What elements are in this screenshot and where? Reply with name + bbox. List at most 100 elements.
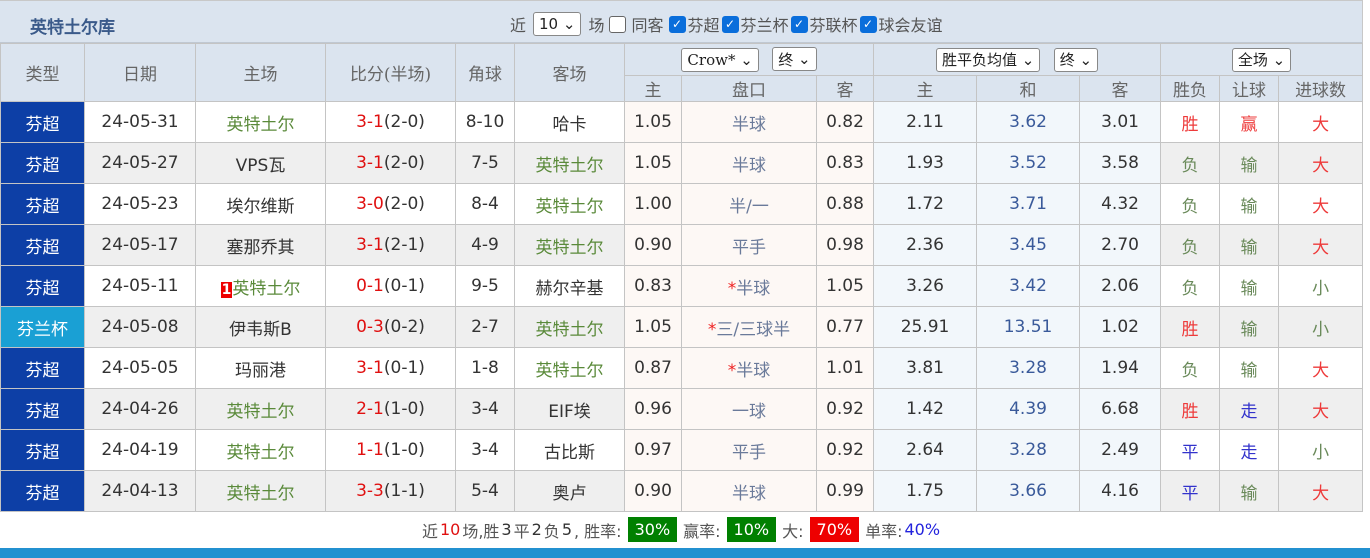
match-result: 负 xyxy=(1160,224,1221,266)
subheader-0: 主 xyxy=(624,75,682,102)
home-team-name: 伊韦斯B xyxy=(229,319,292,340)
home-team[interactable]: 英特土尔 xyxy=(195,470,326,512)
scope-select[interactable]: 全场 ⌄ xyxy=(1231,47,1292,72)
home-team[interactable]: 英特土尔 xyxy=(195,429,326,471)
summary-wins: 3 xyxy=(501,520,512,539)
handicap-result: 输 xyxy=(1219,142,1280,184)
match-type[interactable]: 芬超 xyxy=(0,265,85,307)
handicap-line: 半球 xyxy=(681,101,817,143)
away-team[interactable]: 英特土尔 xyxy=(514,306,625,348)
away-team[interactable]: 英特土尔 xyxy=(514,183,625,225)
same-away-checkbox[interactable] xyxy=(609,15,627,33)
away-team[interactable]: 哈卡 xyxy=(514,101,625,143)
score[interactable]: 3-0(2-0) xyxy=(325,183,456,225)
handicap-away-odds: 1.05 xyxy=(815,265,875,307)
full-time-score: 1-1 xyxy=(356,440,384,460)
handicap-result: 走 xyxy=(1219,429,1280,471)
match-type[interactable]: 芬兰杯 xyxy=(0,306,85,348)
chevron-down-icon: ⌄ xyxy=(1079,50,1093,69)
away-team[interactable]: 奥卢 xyxy=(514,470,625,512)
recent-count-select[interactable]: 10 ⌄ xyxy=(533,12,582,36)
handicap-home-odds: 1.00 xyxy=(624,183,682,225)
recent-suffix: 场 xyxy=(588,16,605,35)
league-checkbox-1[interactable]: ✓ xyxy=(721,15,739,33)
half-time-score: (0-1) xyxy=(383,358,425,378)
home-team[interactable]: 英特土尔 xyxy=(195,101,326,143)
win-odds: 1.93 xyxy=(873,142,978,184)
odds-phase-select[interactable]: 终 ⌄ xyxy=(1053,47,1099,72)
away-team[interactable]: 英特土尔 xyxy=(514,224,625,266)
home-team-name: 英特土尔 xyxy=(226,442,295,463)
score[interactable]: 3-1(2-0) xyxy=(325,142,456,184)
handicap-result: 走 xyxy=(1219,388,1280,430)
draw-odds: 3.28 xyxy=(976,429,1081,471)
summary-count: 10 xyxy=(439,520,461,539)
score[interactable]: 3-1(2-1) xyxy=(325,224,456,266)
score[interactable]: 0-1(0-1) xyxy=(325,265,456,307)
match-type[interactable]: 芬超 xyxy=(0,347,85,389)
score[interactable]: 2-1(1-0) xyxy=(325,388,456,430)
loss-odds: 1.94 xyxy=(1079,347,1162,389)
league-checkbox-2[interactable]: ✓ xyxy=(790,15,808,33)
home-team[interactable]: 英特土尔 xyxy=(195,388,326,430)
league-label: 芬兰杯 xyxy=(740,16,789,35)
match-result: 平 xyxy=(1160,470,1221,512)
full-time-score: 3-1 xyxy=(356,235,384,255)
corners: 3-4 xyxy=(455,388,515,430)
win-odds: 1.72 xyxy=(873,183,978,225)
score[interactable]: 3-3(1-1) xyxy=(325,470,456,512)
handicap-away-odds: 0.92 xyxy=(815,429,875,471)
score[interactable]: 1-1(1-0) xyxy=(325,429,456,471)
summary-text: 场,胜 xyxy=(462,521,500,541)
match-result: 负 xyxy=(1160,142,1221,184)
match-date: 24-05-17 xyxy=(84,224,196,266)
score[interactable]: 3-1(2-0) xyxy=(325,101,456,143)
company-select[interactable]: Crow* ⌄ xyxy=(681,47,759,72)
score[interactable]: 3-1(0-1) xyxy=(325,347,456,389)
chevron-down-icon: ⌄ xyxy=(562,15,576,33)
summary-text: 平 xyxy=(513,521,530,541)
handicap-line: 一球 xyxy=(681,388,817,430)
handicap-line: *三/三球半 xyxy=(681,306,817,348)
chevron-down-icon: ⌄ xyxy=(1272,50,1286,69)
home-team[interactable]: 玛丽港 xyxy=(195,347,326,389)
home-team[interactable]: 塞那乔其 xyxy=(195,224,326,266)
league-label: 芬超 xyxy=(687,16,720,35)
handicap-result: 输 xyxy=(1219,306,1280,348)
match-result: 胜 xyxy=(1160,306,1221,348)
loss-odds: 3.01 xyxy=(1079,101,1162,143)
handicap-phase-select[interactable]: 终 ⌄ xyxy=(772,47,817,72)
match-type[interactable]: 芬超 xyxy=(0,224,85,266)
summary-text: 单率: xyxy=(865,521,903,541)
away-team[interactable]: 英特土尔 xyxy=(514,347,625,389)
subheader-6: 胜负 xyxy=(1160,75,1221,102)
phase-value: 终 xyxy=(778,50,794,69)
over-rate-badge: 70% xyxy=(809,517,860,542)
league-checkbox-0[interactable]: ✓ xyxy=(668,15,686,33)
col-type: 类型 xyxy=(0,43,85,102)
score[interactable]: 0-3(0-2) xyxy=(325,306,456,348)
match-type[interactable]: 芬超 xyxy=(0,429,85,471)
odds-type-select[interactable]: 胜平负均值 ⌄ xyxy=(935,47,1041,72)
handicap-win-rate-badge: 10% xyxy=(726,517,777,542)
subheader-7: 让球 xyxy=(1219,75,1280,102)
panel-header: 英特土尔库 近 10 ⌄ 场 同客 ✓ 芬超 ✓ 芬兰杯 ✓ 芬联杯 ✓ 球会友谊 xyxy=(0,1,1362,43)
home-team[interactable]: 伊韦斯B xyxy=(195,306,326,348)
away-team[interactable]: 古比斯 xyxy=(514,429,625,471)
league-checkbox-3[interactable]: ✓ xyxy=(859,15,877,33)
half-time-score: (1-1) xyxy=(383,481,425,501)
home-team[interactable]: VPS瓦 xyxy=(195,142,326,184)
match-type[interactable]: 芬超 xyxy=(0,142,85,184)
match-type[interactable]: 芬超 xyxy=(0,101,85,143)
home-team[interactable]: 埃尔维斯 xyxy=(195,183,326,225)
summary-text: 近 xyxy=(421,521,438,541)
away-team[interactable]: EIF埃 xyxy=(514,388,625,430)
away-team[interactable]: 赫尔辛基 xyxy=(514,265,625,307)
away-team[interactable]: 英特土尔 xyxy=(514,142,625,184)
full-time-score: 2-1 xyxy=(356,399,384,419)
home-team[interactable]: 1英特土尔 xyxy=(195,265,326,307)
match-type[interactable]: 芬超 xyxy=(0,470,85,512)
match-type[interactable]: 芬超 xyxy=(0,388,85,430)
match-type[interactable]: 芬超 xyxy=(0,183,85,225)
loss-odds: 4.16 xyxy=(1079,470,1162,512)
